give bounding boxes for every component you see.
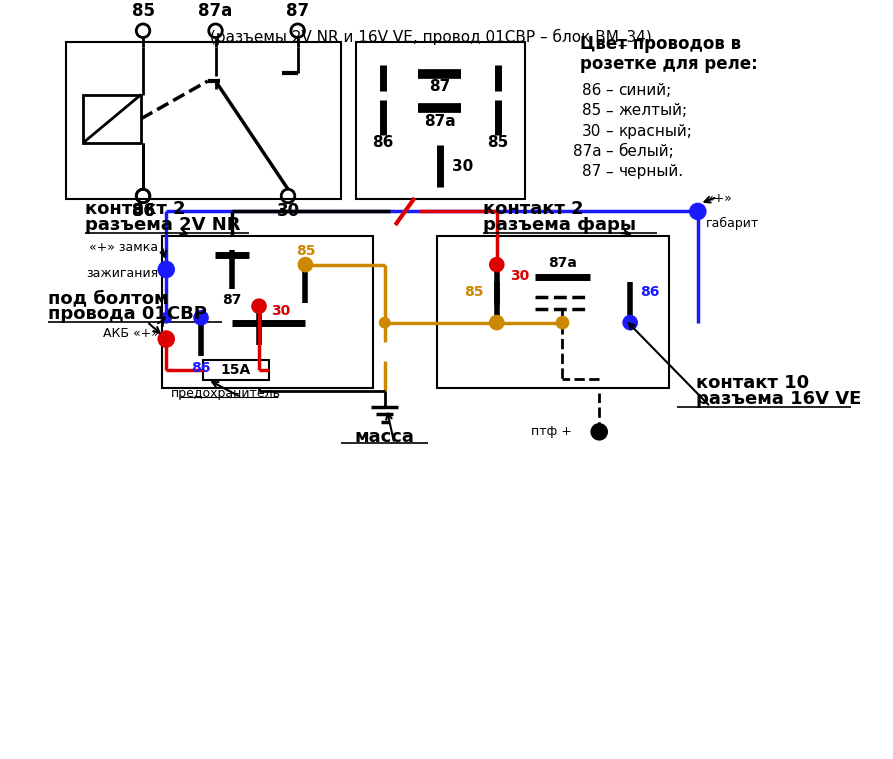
- Bar: [83, 95, 141, 143]
- Circle shape: [380, 318, 389, 327]
- Text: желтый;: желтый;: [619, 103, 688, 118]
- Text: 30: 30: [510, 269, 530, 283]
- Circle shape: [591, 424, 607, 439]
- Text: 86: 86: [131, 203, 154, 220]
- Text: 87a: 87a: [198, 2, 233, 20]
- Text: 30: 30: [271, 304, 290, 318]
- Text: черный.: черный.: [619, 165, 684, 179]
- Text: 85: 85: [296, 244, 315, 258]
- Text: 86: 86: [191, 361, 211, 375]
- Text: Цвет проводов в: Цвет проводов в: [580, 35, 741, 53]
- Text: –: –: [605, 103, 613, 118]
- Circle shape: [690, 203, 705, 219]
- Text: контакт 2: контакт 2: [483, 200, 584, 218]
- Text: АКБ «+»: АКБ «+»: [103, 326, 158, 340]
- Text: 87: 87: [430, 79, 450, 94]
- Text: птф +: птф +: [531, 425, 572, 439]
- Circle shape: [556, 317, 568, 329]
- Text: красный;: красный;: [619, 124, 692, 139]
- Text: «+» замка: «+» замка: [89, 241, 158, 254]
- Text: 30: 30: [453, 159, 473, 174]
- Text: белый;: белый;: [619, 144, 674, 159]
- Text: –: –: [605, 165, 613, 179]
- Text: 87: 87: [582, 165, 601, 179]
- Text: 87a: 87a: [424, 114, 455, 129]
- Circle shape: [490, 316, 504, 329]
- Text: 85: 85: [487, 135, 508, 150]
- Text: контакт 2: контакт 2: [85, 200, 186, 218]
- Text: разъема 16V VE: разъема 16V VE: [696, 390, 861, 408]
- Circle shape: [623, 316, 637, 329]
- Text: –: –: [605, 83, 613, 98]
- Bar: [437, 235, 669, 389]
- Circle shape: [252, 299, 266, 313]
- Circle shape: [195, 311, 208, 325]
- Circle shape: [158, 262, 174, 277]
- Circle shape: [298, 258, 313, 272]
- Text: розетке для реле:: розетке для реле:: [580, 55, 757, 73]
- Text: 86: 86: [372, 135, 394, 150]
- Text: 30: 30: [277, 203, 299, 220]
- Text: –: –: [605, 124, 613, 139]
- Bar: [66, 43, 341, 199]
- Text: габарит: габарит: [705, 217, 759, 230]
- Text: 15A: 15A: [221, 363, 251, 377]
- Text: разъема фары: разъема фары: [483, 216, 637, 234]
- Bar: [355, 43, 525, 199]
- Text: 87: 87: [286, 2, 309, 20]
- Text: под болтом: под болтом: [48, 289, 169, 307]
- Text: 87а: 87а: [572, 144, 601, 159]
- Text: синий;: синий;: [619, 83, 672, 98]
- Circle shape: [162, 313, 171, 323]
- Text: 86: 86: [131, 203, 154, 220]
- Text: 30: 30: [581, 124, 601, 139]
- Text: предохранитель: предохранитель: [171, 386, 281, 400]
- Text: провода 01СВР: провода 01СВР: [48, 305, 207, 323]
- Text: –: –: [605, 144, 613, 159]
- Text: (разъемы 2V NR и 16V VE, провод 01СВР – блок BM_34): (разъемы 2V NR и 16V VE, провод 01СВР – …: [210, 29, 652, 46]
- Bar: [163, 235, 373, 389]
- Text: зажигания: зажигания: [87, 266, 158, 279]
- Text: 85: 85: [463, 285, 483, 299]
- Text: 85: 85: [582, 103, 601, 118]
- Text: «+»: «+»: [705, 192, 731, 205]
- Text: 87a: 87a: [548, 256, 577, 269]
- Text: разъема 2V NR: разъема 2V NR: [85, 216, 240, 234]
- Text: масса: масса: [355, 427, 414, 446]
- Text: 86: 86: [581, 83, 601, 98]
- Text: 87: 87: [222, 294, 242, 307]
- Circle shape: [158, 332, 174, 347]
- Text: 85: 85: [131, 2, 154, 20]
- Bar: [203, 361, 269, 380]
- Circle shape: [490, 258, 504, 272]
- Text: 86: 86: [639, 285, 659, 299]
- Text: контакт 10: контакт 10: [696, 373, 809, 392]
